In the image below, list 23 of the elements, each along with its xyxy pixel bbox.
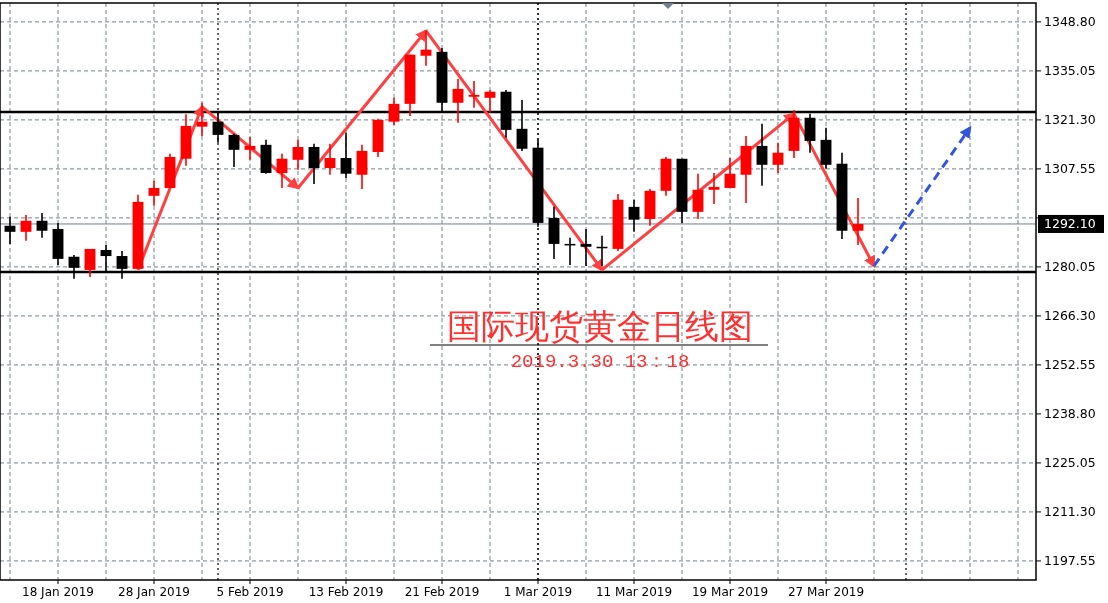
x-tick-label: 28 Jan 2019 [118, 585, 190, 599]
x-tick-label: 5 Feb 2019 [216, 585, 284, 599]
y-tick-label: 1252.55 [1044, 357, 1096, 373]
y-tick-label: 1335.05 [1044, 63, 1096, 79]
y-tick-label: 1266.30 [1044, 308, 1096, 324]
x-tick-label: 1 Mar 2019 [503, 585, 573, 599]
x-tick-label: 11 Mar 2019 [595, 585, 673, 599]
y-tick-label: 1307.55 [1044, 161, 1096, 177]
ref-line-label: 1292.10 [1044, 216, 1096, 232]
x-tick-label: 19 Mar 2019 [691, 585, 769, 599]
x-tick-label: 18 Jan 2019 [22, 585, 94, 599]
x-tick-label: 21 Feb 2019 [404, 585, 480, 599]
text: 2019.3.30 13：18 [510, 351, 690, 373]
x-tick-label: 27 Mar 2019 [787, 585, 865, 599]
y-tick-label: 1280.05 [1044, 259, 1096, 275]
y-tick-label: 1238.80 [1044, 406, 1096, 422]
text: 国际现货黄金日线图 [447, 308, 753, 345]
y-tick-label: 1321.30 [1044, 112, 1096, 128]
x-tick-label: 13 Feb 2019 [308, 585, 384, 599]
y-tick-label: 1211.30 [1044, 504, 1096, 520]
y-tick-label: 1348.80 [1044, 14, 1096, 30]
y-tick-label: 1197.55 [1044, 553, 1096, 569]
y-tick-label: 1225.05 [1044, 455, 1096, 471]
